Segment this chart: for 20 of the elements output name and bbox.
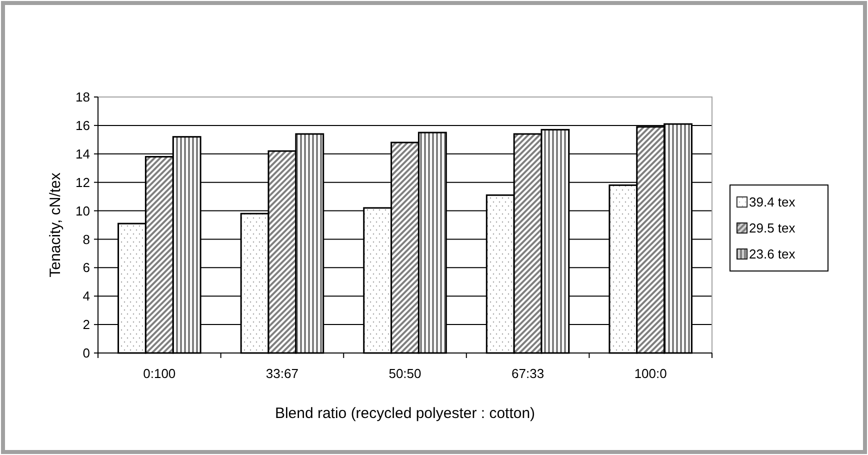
y-tick-label: 2 — [82, 317, 90, 332]
y-tick-label: 6 — [82, 260, 90, 276]
x-tick-label: 67:33 — [512, 366, 544, 381]
y-tick-label: 0 — [82, 346, 90, 361]
y-tick-label: 12 — [76, 174, 90, 190]
x-tick-label: 100:0 — [634, 366, 667, 381]
y-axis-title: Tenacity, cN/tex — [47, 172, 64, 278]
y-tick-label: 14 — [76, 146, 90, 162]
x-tick-label: 50:50 — [388, 366, 422, 381]
x-tick-label: 33:67 — [266, 366, 298, 381]
y-tick-label: 16 — [76, 118, 90, 133]
y-tick-label: 10 — [76, 203, 90, 218]
legend-label: 29.5 tex — [749, 220, 796, 236]
legend-label: 39.4 tex — [749, 194, 796, 210]
y-tick-label: 18 — [76, 90, 90, 105]
y-tick-label: 4 — [82, 288, 90, 304]
legend-label: 23.6 tex — [749, 246, 796, 262]
x-tick-label: 0:100 — [143, 366, 176, 381]
x-axis-title: Blend ratio (recycled polyester : cotton) — [274, 405, 536, 422]
y-tick-label: 8 — [82, 232, 90, 247]
